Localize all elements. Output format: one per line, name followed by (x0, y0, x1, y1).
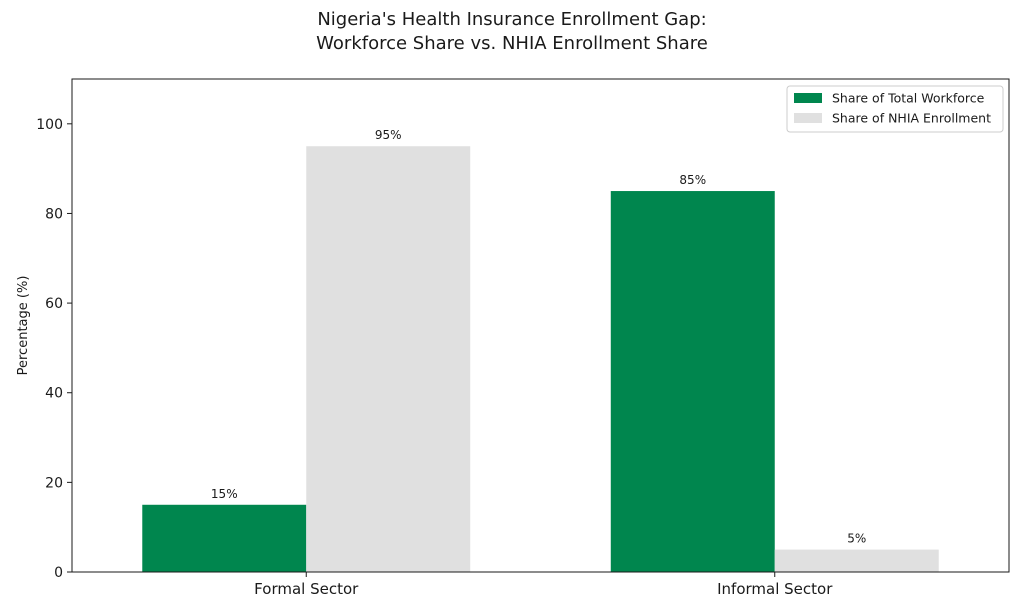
legend-label: Share of Total Workforce (832, 91, 985, 106)
bar-value-label: 15% (211, 487, 238, 501)
y-tick-label: 60 (45, 296, 63, 312)
legend-box (786, 85, 1004, 133)
y-tick-label: 0 (54, 565, 63, 581)
legend: Share of Total Workforce Share of NHIA En… (786, 85, 1004, 133)
y-tick-label: 80 (45, 206, 63, 222)
y-tick-label: 20 (45, 475, 63, 491)
bars-layer (142, 146, 939, 572)
x-tick-label: Formal Sector (254, 580, 359, 598)
legend-swatch (794, 113, 822, 123)
legend-swatch (794, 93, 822, 103)
bar-nhia-formal (306, 146, 471, 572)
x-axis: Formal Sector Informal Sector (254, 572, 833, 598)
bar-value-label: 85% (679, 173, 706, 187)
plot-frame (71, 78, 1010, 573)
bar-labels-layer: 15% 95% 85% 5% (211, 128, 866, 545)
bar-workforce-formal (142, 504, 307, 572)
bar-value-label: 5% (847, 532, 866, 546)
chart-title-line-2: Workforce Share vs. NHIA Enrollment Shar… (316, 33, 708, 54)
bar-workforce-informal (610, 191, 775, 572)
y-tick-label: 100 (36, 117, 63, 133)
y-axis-title: Percentage (%) (16, 276, 31, 376)
legend-label: Share of NHIA Enrollment (832, 111, 991, 126)
bar-value-label: 95% (375, 128, 402, 142)
chart-title: Nigeria's Health Insurance Enrollment Ga… (0, 8, 1024, 56)
y-axis: 0 20 40 60 80 100 (36, 117, 72, 581)
y-tick-label: 40 (45, 386, 63, 402)
bar-nhia-informal (774, 549, 939, 572)
chart-title-line-1: Nigeria's Health Insurance Enrollment Ga… (317, 9, 707, 30)
x-tick-label: Informal Sector (717, 580, 833, 598)
